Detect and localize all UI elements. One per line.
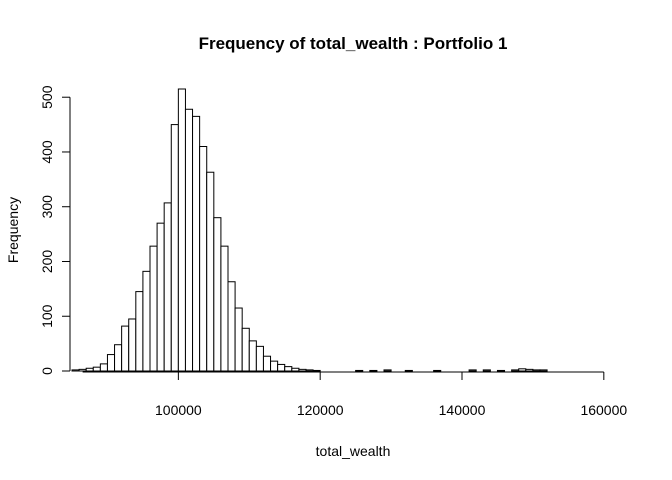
y-tick-label: 500: [39, 85, 55, 109]
histogram-bar: [114, 344, 123, 372]
histogram-bar: [241, 327, 250, 372]
y-tick-label: 200: [39, 250, 55, 274]
histogram-bar: [262, 355, 272, 372]
histogram-bar: [142, 270, 151, 372]
histogram-bar: [284, 366, 293, 372]
histogram-bar: [404, 369, 413, 372]
histogram-bar: [312, 369, 321, 372]
histogram-bar: [539, 369, 548, 372]
histogram-bar: [511, 369, 520, 372]
histogram-bar: [248, 340, 257, 372]
histogram-bar: [227, 281, 236, 372]
histogram-bar: [163, 202, 172, 372]
histogram-bar: [206, 171, 215, 372]
histogram-bar: [383, 369, 392, 372]
x-tick-label: 120000: [297, 402, 344, 418]
x-axis-label: total_wealth: [316, 443, 391, 459]
histogram-bar: [525, 368, 534, 372]
histogram-bar: [369, 369, 378, 372]
histogram-bar: [92, 366, 101, 372]
y-tick-label: 0: [39, 367, 55, 375]
histogram-bar: [482, 369, 491, 372]
histogram-bar: [99, 363, 108, 372]
histogram-bar: [213, 217, 222, 372]
y-tick-label: 300: [39, 195, 55, 219]
chart-title: Frequency of total_wealth : Portfolio 1: [199, 34, 508, 53]
x-tick-label: 160000: [580, 402, 627, 418]
histogram-bar: [355, 369, 364, 372]
y-axis-label: Frequency: [5, 197, 21, 263]
histogram-bar: [291, 367, 300, 372]
histogram-bar: [270, 360, 279, 372]
x-tick-label: 140000: [439, 402, 486, 418]
histogram-bar: [199, 146, 208, 372]
histogram-bar: [234, 307, 243, 372]
histogram-bar: [298, 368, 307, 372]
y-axis: 0 100 200 300 400 500: [39, 85, 71, 375]
histogram-bar: [532, 369, 541, 372]
histogram-bar: [177, 88, 186, 372]
histogram-bar: [220, 245, 229, 372]
histogram-bar: [78, 368, 87, 372]
histogram-bar: [85, 367, 94, 372]
histogram-bar: [277, 363, 286, 372]
histogram-bar: [496, 369, 506, 372]
histogram-bar: [305, 369, 314, 372]
x-tick-label: 100000: [155, 402, 202, 418]
histogram-bar: [192, 115, 201, 372]
histogram-bar: [128, 318, 137, 372]
histogram-bar: [106, 354, 116, 372]
histogram-bar: [468, 369, 477, 372]
histogram-bars: [71, 88, 548, 372]
histogram-bar: [255, 345, 264, 372]
histogram-bar: [433, 369, 442, 372]
histogram-bar: [149, 245, 158, 372]
histogram-bar: [135, 291, 144, 372]
histogram-bar: [184, 108, 194, 372]
histogram-bar: [518, 368, 527, 372]
y-tick-label: 100: [39, 304, 55, 328]
histogram-bar: [71, 369, 80, 372]
histogram-bar: [121, 325, 130, 372]
histogram-bar: [170, 124, 179, 372]
x-axis: 100000 120000 140000 160000: [82, 371, 627, 418]
y-tick-label: 400: [39, 140, 55, 164]
histogram-bar: [156, 222, 165, 372]
